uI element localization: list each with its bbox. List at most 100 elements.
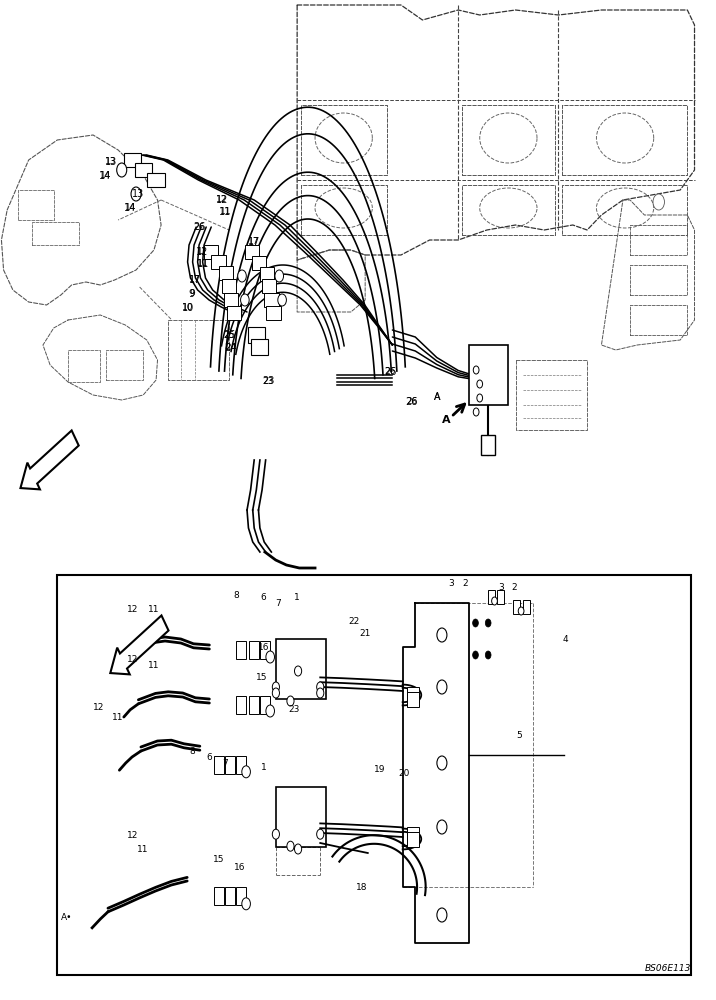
Text: 16: 16 <box>258 644 269 652</box>
Bar <box>204 245 218 259</box>
Text: 15: 15 <box>256 674 267 682</box>
Bar <box>248 696 258 714</box>
Text: 11: 11 <box>137 846 149 854</box>
Circle shape <box>294 666 301 676</box>
Text: 20: 20 <box>399 770 410 778</box>
Circle shape <box>473 408 479 416</box>
Text: 9: 9 <box>189 290 195 298</box>
Text: A: A <box>442 415 450 425</box>
Text: 21: 21 <box>359 630 371 639</box>
Text: A: A <box>434 392 440 401</box>
Bar <box>407 692 419 707</box>
Bar <box>214 756 224 774</box>
Circle shape <box>266 651 274 663</box>
Bar <box>276 787 326 847</box>
Text: A•: A• <box>61 914 72 922</box>
Bar <box>219 266 233 280</box>
Text: 10: 10 <box>181 303 194 313</box>
Bar <box>264 293 279 307</box>
Text: 11: 11 <box>196 259 209 269</box>
Circle shape <box>492 597 498 605</box>
Text: 24: 24 <box>224 343 237 353</box>
Text: 17: 17 <box>189 275 200 284</box>
Text: 14: 14 <box>124 203 137 213</box>
Circle shape <box>275 270 284 282</box>
Text: 11: 11 <box>148 660 160 670</box>
Circle shape <box>316 682 324 692</box>
Text: 6: 6 <box>261 593 266 602</box>
Text: 10: 10 <box>182 304 193 312</box>
Text: 15: 15 <box>213 856 224 864</box>
Circle shape <box>473 619 478 627</box>
Circle shape <box>316 829 324 839</box>
Text: 12: 12 <box>127 656 138 664</box>
Bar <box>245 245 259 259</box>
Text: 1: 1 <box>261 764 266 772</box>
Circle shape <box>485 651 491 659</box>
Bar <box>262 279 276 293</box>
Bar <box>248 641 258 659</box>
Text: 12: 12 <box>93 702 105 712</box>
Text: 26: 26 <box>193 223 205 232</box>
Text: 2: 2 <box>463 580 468 588</box>
Bar <box>236 641 246 659</box>
Text: 24: 24 <box>225 344 236 353</box>
Circle shape <box>242 766 251 778</box>
Text: 23: 23 <box>263 376 274 385</box>
Circle shape <box>131 187 141 201</box>
Text: 17: 17 <box>248 237 261 247</box>
Circle shape <box>238 270 246 282</box>
Text: 11: 11 <box>112 714 124 722</box>
Text: 13: 13 <box>105 157 117 166</box>
Bar <box>135 163 152 177</box>
Bar <box>248 327 265 343</box>
Bar <box>224 293 238 307</box>
Bar <box>252 256 266 270</box>
Circle shape <box>473 366 479 374</box>
Text: 12: 12 <box>196 247 209 257</box>
Text: 13: 13 <box>105 157 117 167</box>
Text: 25: 25 <box>223 330 235 340</box>
Circle shape <box>287 696 294 706</box>
Text: 26: 26 <box>406 397 417 406</box>
Bar <box>260 267 274 281</box>
Text: 8: 8 <box>189 748 195 756</box>
Text: BS06E113: BS06E113 <box>644 964 691 973</box>
Text: 12: 12 <box>127 605 138 614</box>
Circle shape <box>473 651 478 659</box>
Text: 11: 11 <box>219 207 232 217</box>
Bar <box>124 153 141 167</box>
Bar <box>211 255 226 269</box>
Text: 7: 7 <box>223 760 228 768</box>
Text: 9: 9 <box>189 289 195 299</box>
Circle shape <box>117 163 127 177</box>
Text: 4: 4 <box>563 636 569 645</box>
Bar <box>236 756 246 774</box>
Circle shape <box>287 841 294 851</box>
Text: 5: 5 <box>516 730 522 740</box>
Text: 13: 13 <box>132 189 145 199</box>
Circle shape <box>266 705 274 717</box>
FancyArrow shape <box>110 615 168 674</box>
Circle shape <box>437 908 447 922</box>
Bar <box>57 575 691 975</box>
Text: 26: 26 <box>384 367 397 377</box>
Circle shape <box>437 756 447 770</box>
Bar <box>481 435 495 455</box>
Text: 11: 11 <box>148 605 160 614</box>
Text: 26: 26 <box>384 367 396 376</box>
Circle shape <box>485 619 491 627</box>
Text: 14: 14 <box>100 172 111 180</box>
Bar <box>260 641 270 659</box>
Circle shape <box>477 394 483 402</box>
Text: 14: 14 <box>125 204 136 213</box>
Text: 12: 12 <box>216 196 228 205</box>
Text: 19: 19 <box>374 766 385 774</box>
Text: 1: 1 <box>294 593 300 602</box>
Text: 14: 14 <box>99 171 112 181</box>
Bar <box>251 339 268 355</box>
Bar <box>222 279 236 293</box>
Bar <box>469 345 508 405</box>
Circle shape <box>477 380 483 388</box>
Text: 11: 11 <box>197 259 208 268</box>
